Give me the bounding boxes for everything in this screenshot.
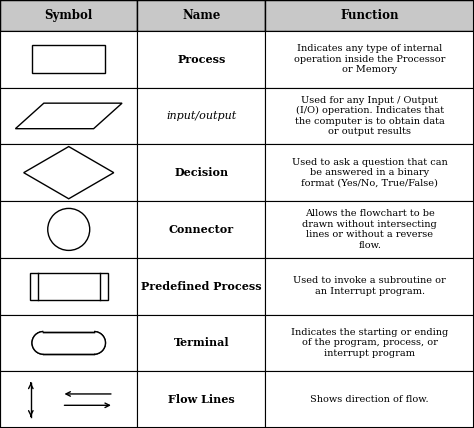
Bar [0,371,137,428]
Bar [137,144,265,201]
Text: Decision: Decision [174,167,228,178]
Polygon shape [24,146,114,199]
Bar [265,144,474,201]
Ellipse shape [48,208,90,250]
Bar [32,45,105,73]
Ellipse shape [32,332,55,354]
Text: Terminal: Terminal [173,337,229,348]
Bar [43,332,94,354]
Text: Used to ask a question that can
be answered in a binary
format (Yes/No, True/Fal: Used to ask a question that can be answe… [292,158,447,187]
Bar [265,88,474,144]
Bar [137,371,265,428]
Text: Flow Lines: Flow Lines [168,394,235,405]
Bar [0,31,137,88]
Bar [137,258,265,315]
Text: Process: Process [177,54,226,65]
Bar [265,258,474,315]
Bar [137,201,265,258]
Polygon shape [15,103,122,129]
Text: Function: Function [340,9,399,22]
Bar [137,315,265,371]
Text: input/output: input/output [166,111,237,121]
Bar [0,201,137,258]
Bar [137,88,265,144]
Text: Used for any Input / Output
(I/O) operation. Indicates that
the computer is to o: Used for any Input / Output (I/O) operat… [295,96,445,136]
Bar [137,31,265,88]
Bar [29,273,108,300]
Text: Predefined Process: Predefined Process [141,281,262,291]
Text: Shows direction of flow.: Shows direction of flow. [310,395,429,404]
Bar [0,0,137,31]
Text: Name: Name [182,9,220,22]
Text: Connector: Connector [169,224,234,235]
Bar [0,88,137,144]
Text: Symbol: Symbol [45,9,93,22]
Bar [0,315,137,371]
Ellipse shape [83,332,105,354]
Text: Used to invoke a subroutine or
an Interrupt program.: Used to invoke a subroutine or an Interr… [293,276,446,296]
Bar [265,31,474,88]
Bar [0,144,137,201]
Bar [265,201,474,258]
Bar [43,332,94,354]
Text: Allows the flowchart to be
drawn without intersecting
lines or without a reverse: Allows the flowchart to be drawn without… [302,209,437,250]
Text: Indicates any type of internal
operation inside the Processor
or Memory: Indicates any type of internal operation… [294,44,446,74]
Bar [0,258,137,315]
Bar [265,371,474,428]
Bar [265,0,474,31]
Bar [265,315,474,371]
Text: Indicates the starting or ending
of the program, process, or
interrupt program: Indicates the starting or ending of the … [291,328,448,358]
Bar [137,0,265,31]
